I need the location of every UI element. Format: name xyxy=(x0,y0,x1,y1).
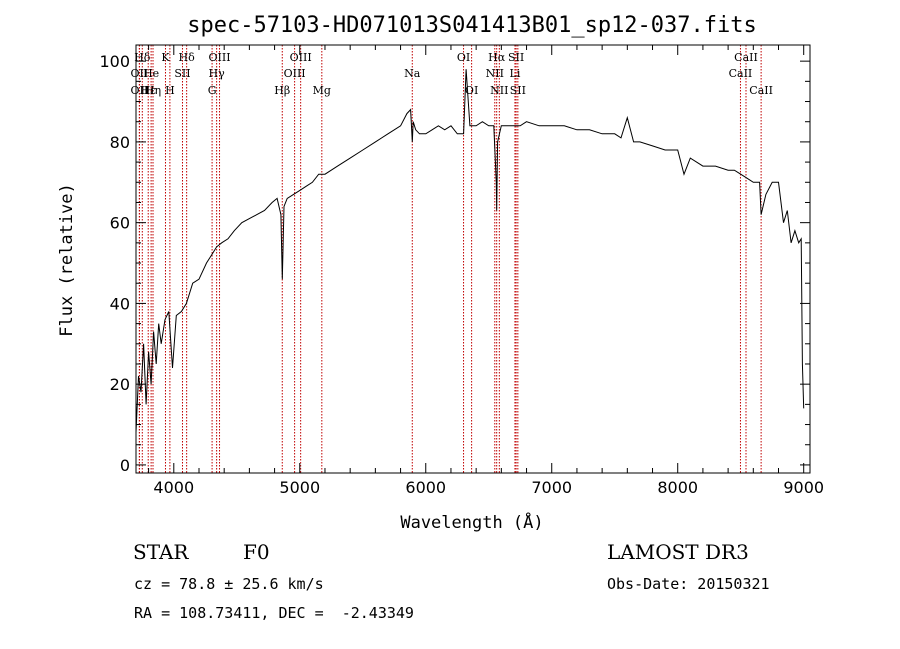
y-axis-label: Flux (relative) xyxy=(57,183,77,337)
line-label-23: SII xyxy=(508,51,524,64)
y-tick-label-100: 100 xyxy=(99,52,130,71)
x-tick-label-6000: 6000 xyxy=(405,478,446,497)
line-label-26: CaII xyxy=(734,51,758,64)
x-tick-label-5000: 5000 xyxy=(279,478,320,497)
y-tick-label-40: 40 xyxy=(110,294,130,313)
line-label-2: OII xyxy=(131,84,149,97)
line-label-12: G xyxy=(208,84,217,97)
line-label-11: Hγ xyxy=(209,67,226,80)
ra-dec: RA = 108.73411, DEC = -2.43349 xyxy=(134,604,414,622)
line-label-22: NII xyxy=(490,84,508,97)
object-class: STAR xyxy=(133,540,189,564)
line-label-15: OIII xyxy=(284,67,306,80)
line-label-28: CaII xyxy=(749,84,773,97)
line-label-1: OII xyxy=(131,67,149,80)
redshift-velocity: cz = 78.8 ± 25.6 km/s xyxy=(134,575,324,593)
line-label-13: Hβ xyxy=(274,84,290,97)
line-label-0: Hδ xyxy=(134,51,151,64)
x-tick-label-8000: 8000 xyxy=(657,478,698,497)
y-tick-label-0: 0 xyxy=(120,456,130,475)
observation-date: Obs-Date: 20150321 xyxy=(607,575,770,593)
line-label-9: Hδ xyxy=(179,51,196,64)
line-label-20: Hα xyxy=(488,51,506,64)
object-subclass: F0 xyxy=(243,540,270,564)
line-label-16: Mg xyxy=(313,84,331,97)
spectral-line-markers xyxy=(138,45,762,473)
x-axis-ticks: 4000 5000 6000 7000 8000 9000 xyxy=(148,45,824,497)
x-axis-label: Wavelength (Å) xyxy=(400,511,543,533)
line-label-5: K xyxy=(161,51,170,64)
line-label-8: H xyxy=(165,84,175,97)
chart-title: spec-57103-HD071013S041413B01_sp12-037.f… xyxy=(187,13,757,38)
x-tick-label-7000: 7000 xyxy=(531,478,572,497)
line-label-18: OI xyxy=(457,51,470,64)
line-label-17: Na xyxy=(404,67,421,80)
spectrum-chart: spec-57103-HD071013S041413B01_sp12-037.f… xyxy=(57,13,824,533)
line-label-7: SII xyxy=(174,67,190,80)
x-tick-label-9000: 9000 xyxy=(783,478,824,497)
line-label-4: He xyxy=(143,67,159,80)
y-tick-label-80: 80 xyxy=(110,133,130,152)
line-label-21: NII xyxy=(486,67,504,80)
x-tick-label-4000: 4000 xyxy=(153,478,194,497)
plot-frame xyxy=(135,44,811,474)
line-label-3: Hε xyxy=(141,84,157,97)
y-tick-label-60: 60 xyxy=(110,214,130,233)
survey-name: LAMOST DR3 xyxy=(607,540,749,564)
spectrum-line xyxy=(135,69,805,433)
line-label-19: OI xyxy=(465,84,478,97)
line-label-24: Li xyxy=(510,67,521,80)
y-axis-ticks: 0 20 40 60 80 100 xyxy=(99,52,810,475)
line-label-14: OIII xyxy=(290,51,312,64)
line-label-10: OIII xyxy=(208,51,230,64)
y-tick-label-20: 20 xyxy=(110,375,130,394)
line-label-27: CaII xyxy=(729,67,753,80)
line-label-6: Hη xyxy=(145,84,161,97)
line-label-25: SII xyxy=(510,84,526,97)
